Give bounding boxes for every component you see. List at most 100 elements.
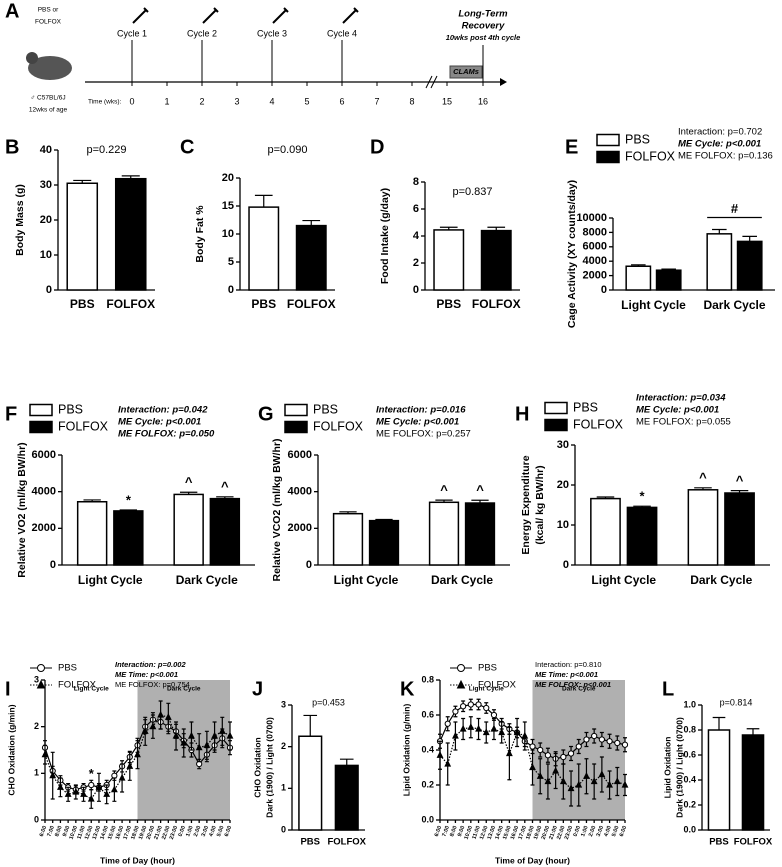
region-label: Dark Cycle [167,686,201,693]
significance-marker: ^ [736,473,744,488]
panel-letter: H [515,403,529,425]
data-point [460,703,467,710]
y-axis-label: CHO Oxidation (g/min) [6,704,16,795]
x-tick-label: FOLFOX [734,837,773,848]
data-point [103,790,111,797]
data-point [88,781,95,789]
y-axis-label: Lipid Oxidation (g/min) [401,704,411,797]
y-tick-label: 20 [222,172,234,184]
x-tick-label: 4:00 [208,825,217,837]
error-bar [742,235,757,242]
stat-text: ME Cycle: p<0.001 [376,417,459,428]
y-axis-label: Cage Activity (XY counts/day) [566,180,578,328]
region-label: Light Cycle [74,686,109,693]
cycle-label: Cycle 3 [257,28,287,38]
legend-label: FOLFOX [478,680,517,691]
data-point [575,743,582,750]
x-tick-label: 1:00 [580,825,589,837]
y-tick-label: 4000 [288,486,312,498]
legend-swatch [596,133,620,147]
bar [368,519,400,566]
error-bar [730,490,749,493]
stat-text: ME Time: p<0.001 [115,670,178,679]
legend-swatch [284,403,308,417]
y-axis-label: Relative VO2 (ml/kg BW/hr) [16,442,28,577]
data-point [521,731,529,739]
significance-marker: ^ [221,479,229,494]
data-point [613,777,621,785]
y-tick-label: 0.2 [683,799,696,809]
x-tick-label: PBS [300,837,320,848]
x-tick-label: 12:00 [479,825,489,840]
stat-text: ME Cycle: p<0.001 [118,417,201,428]
data-point [529,763,536,771]
x-tick-label: 23:00 [564,825,574,840]
clams-label: CLAMs [453,67,479,76]
x-tick-label: 7:00 [442,825,451,837]
data-point [456,679,466,689]
x-tick-label: 16:00 [510,825,520,840]
data-point [64,790,72,797]
significance-marker: ^ [440,483,448,498]
data-point [164,713,172,720]
data-point [57,783,64,790]
error-bar [435,499,453,503]
bar [724,492,755,566]
error-bar [121,175,140,179]
p-value: p=0.837 [452,186,492,198]
error-bar [83,499,101,502]
y-tick-label: 20 [40,214,52,226]
bar [332,512,364,566]
bar [687,489,719,566]
error-bar [339,511,357,514]
data-point [436,751,444,758]
data-point [457,664,465,672]
data-point [49,771,57,779]
data-point [36,679,46,689]
timeline-tick-label: 1 [164,96,169,106]
timeline-tick-label: 7 [374,96,379,106]
y-tick-label: 2000 [32,522,56,534]
legend-label: FOLFOX [58,419,109,433]
strain-label: ♂ C57BL/6J [30,95,65,102]
y-tick-label: 15 [222,200,234,212]
y-tick-label: 40 [40,144,52,156]
error-bar [487,226,506,231]
x-tick-label: 6:00 [224,825,233,837]
bar [209,497,241,566]
y-tick-label: 6000 [288,449,312,461]
y-tick-label: 2 [281,741,286,751]
x-tick-label: 8:00 [449,825,458,837]
syringe-icon [272,7,289,24]
x-tick-label: 20:00 [146,825,156,840]
y-axis-label: (kcal/ kg BW/hr) [534,465,546,544]
data-point [41,750,49,758]
y-tick-label: 2000 [583,270,607,282]
y-tick-label: 0.2 [421,779,434,789]
panel-letter: J [252,678,263,700]
x-tick-label: 15:00 [107,825,117,840]
data-point [590,777,598,785]
legend-label: FOLFOX [313,419,364,433]
timeline-tick-label: 4 [269,96,274,106]
x-tick-label: 9:00 [457,825,466,837]
x-tick-label: FOLFOX [327,837,366,848]
x-tick-label: 9:00 [62,825,71,837]
x-tick-label: FOLFOX [472,297,521,311]
data-point [87,794,95,802]
stat-text: ME FOLFOX: p=0.257 [376,429,471,440]
data-point [559,777,567,785]
error-bar [712,228,727,234]
error-bar [661,268,676,271]
data-point [490,711,498,719]
significance-marker: # [731,201,739,216]
panel-letter: K [400,678,415,700]
y-tick-label: 30 [40,179,52,191]
data-point [126,762,134,769]
cycle-label: Cycle 4 [327,28,357,38]
error-bar [712,716,726,730]
legend-swatch [544,418,568,432]
x-tick-label: 20:00 [541,825,551,840]
y-axis-label: Food Intake (g/day) [379,188,391,284]
